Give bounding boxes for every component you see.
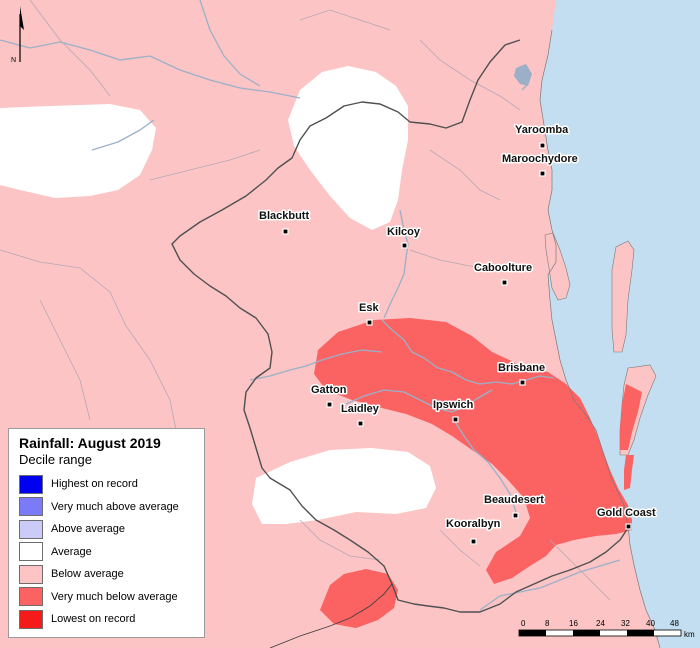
legend-subtitle: Decile range — [19, 452, 92, 467]
town-label: Gatton — [311, 384, 347, 396]
town-marker — [357, 420, 364, 427]
average-zone-west — [0, 104, 156, 198]
town-marker — [401, 242, 408, 249]
town-label: Caboolture — [474, 262, 532, 274]
town-marker — [366, 319, 373, 326]
scale-unit: km — [684, 630, 695, 639]
town-label: Esk — [359, 302, 379, 314]
average-zone-south — [252, 448, 436, 524]
scale-tick-label: 40 — [646, 619, 655, 628]
island-moreton — [611, 240, 635, 353]
legend-swatch — [19, 587, 43, 607]
average-zone-north — [288, 66, 408, 230]
north-label: N — [11, 57, 16, 64]
town-blackbutt: Blackbutt — [258, 209, 311, 235]
scale-bar-segment — [573, 630, 600, 636]
town-marker — [625, 523, 632, 530]
legend-item-below: Below average — [19, 563, 194, 586]
island-stradbroke-dry — [620, 384, 642, 450]
town-marker — [501, 279, 508, 286]
scale-tick-label: 48 — [670, 619, 679, 628]
north-arrow-head — [20, 6, 24, 30]
town-label: Maroochydore — [502, 153, 578, 165]
town-label: Kooralbyn — [446, 518, 501, 530]
town-label: Kilcoy — [387, 226, 421, 238]
town-marker — [539, 142, 546, 149]
town-marker — [282, 228, 289, 235]
reservoir — [514, 64, 532, 86]
town-marker — [519, 379, 526, 386]
legend: Rainfall: August 2019 Decile range Highe… — [8, 428, 205, 638]
legend-item-very-much-above: Very much above average — [19, 496, 194, 519]
legend-label: Very much below average — [51, 590, 178, 603]
town-ipswich: Ipswich — [432, 398, 475, 423]
dry-zone-southwest — [320, 569, 398, 628]
legend-item-very-much-below: Very much below average — [19, 586, 194, 609]
scale-bar-segment — [519, 630, 546, 636]
legend-label: Average — [51, 545, 92, 558]
town-label: Brisbane — [498, 362, 545, 374]
north-arrow: N — [11, 6, 24, 64]
legend-title: Rainfall: August 2019 — [19, 435, 161, 451]
town-marker — [326, 401, 333, 408]
scale-tick-label: 8 — [545, 619, 550, 628]
town-kooralbyn: Kooralbyn — [445, 517, 502, 545]
legend-swatch — [19, 542, 43, 562]
town-marker — [539, 170, 546, 177]
town-yaroomba: Yaroomba — [514, 123, 571, 149]
town-label: Gold Coast — [597, 507, 656, 519]
legend-item-above: Above average — [19, 518, 194, 541]
town-label: Beaudesert — [484, 494, 544, 506]
town-maroochydore: Maroochydore — [501, 152, 579, 177]
legend-label: Above average — [51, 523, 125, 536]
town-brisbane: Brisbane — [497, 361, 547, 386]
legend-item-average: Average — [19, 541, 194, 564]
scale-tick-label: 32 — [621, 619, 630, 628]
island-bribie — [544, 232, 571, 301]
legend-label: Lowest on record — [51, 613, 136, 626]
town-caboolture: Caboolture — [473, 261, 534, 286]
legend-swatch — [19, 474, 43, 494]
towns: Yaroomba Maroochydore Blackbutt Kilcoy C… — [258, 123, 658, 545]
coastline — [539, 29, 661, 648]
town-gatton: Gatton — [310, 383, 348, 408]
legend-label: Highest on record — [51, 478, 138, 491]
legend-label: Very much above average — [51, 500, 179, 513]
catchment-boundary — [171, 39, 629, 613]
legend-item-highest: Highest on record — [19, 473, 194, 496]
region-boundaries — [0, 0, 611, 601]
legend-item-lowest: Lowest on record — [19, 608, 194, 631]
legend-label: Below average — [51, 568, 124, 581]
scale-tick-label: 16 — [569, 619, 578, 628]
town-label: Ipswich — [433, 399, 474, 411]
town-esk: Esk — [358, 301, 381, 326]
scale-tick-label: 0 — [521, 619, 526, 628]
town-laidley: Laidley — [340, 402, 381, 427]
island-south — [624, 455, 634, 490]
town-label: Blackbutt — [259, 210, 309, 222]
scale-tick-label: 24 — [596, 619, 605, 628]
town-label: Yaroomba — [515, 124, 569, 136]
town-gold-coast: Gold Coast — [596, 506, 658, 530]
town-marker — [470, 538, 477, 545]
legend-swatch — [19, 519, 43, 539]
town-marker — [512, 512, 519, 519]
town-beaudesert: Beaudesert — [483, 493, 546, 519]
legend-swatch — [19, 497, 43, 517]
state-border — [269, 583, 393, 648]
legend-swatch — [19, 609, 43, 629]
town-marker — [452, 416, 459, 423]
legend-swatch — [19, 564, 43, 584]
scale-bar: 0 8 16 24 32 40 48 km — [518, 619, 695, 639]
town-kilcoy: Kilcoy — [386, 225, 422, 249]
town-label: Laidley — [341, 403, 380, 415]
dry-zone-main — [314, 318, 632, 584]
scale-bar-segment — [627, 630, 654, 636]
